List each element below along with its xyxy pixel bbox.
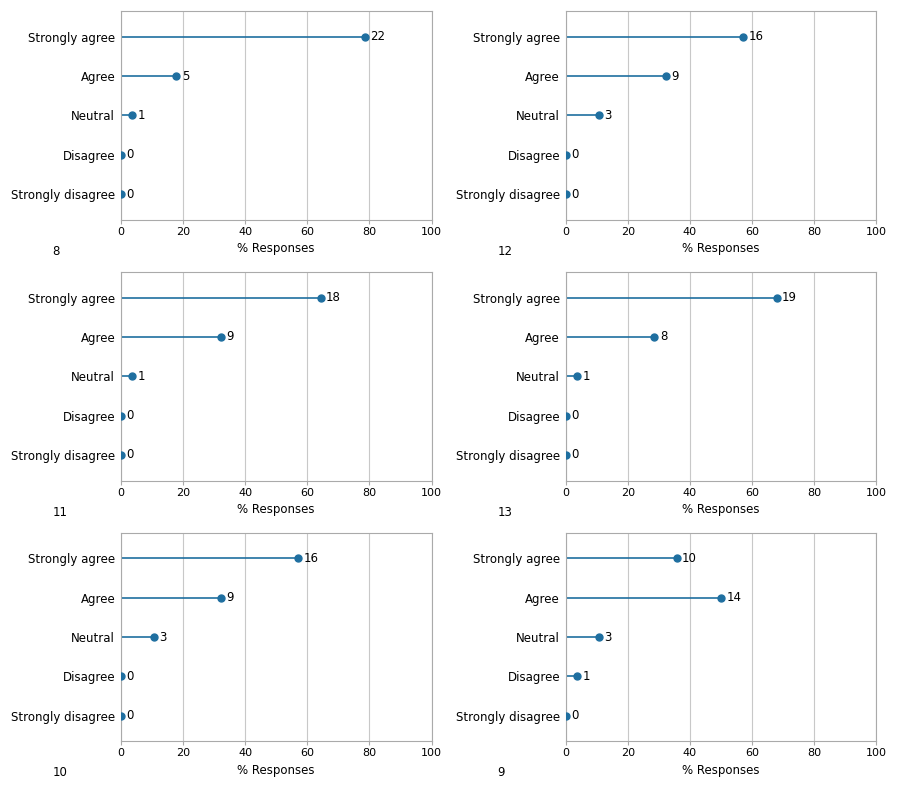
- Text: 1: 1: [582, 370, 590, 383]
- Text: 0: 0: [127, 448, 134, 462]
- X-axis label: % Responses: % Responses: [682, 764, 760, 777]
- X-axis label: % Responses: % Responses: [682, 242, 760, 255]
- Text: 0: 0: [571, 709, 578, 723]
- Text: 12: 12: [497, 245, 512, 258]
- Text: 16: 16: [749, 30, 764, 43]
- Text: 10: 10: [52, 767, 67, 779]
- Text: 0: 0: [127, 148, 134, 162]
- X-axis label: % Responses: % Responses: [237, 242, 315, 255]
- Text: 9: 9: [226, 591, 233, 604]
- Text: 0: 0: [127, 409, 134, 422]
- Text: 8: 8: [52, 245, 60, 258]
- Text: 10: 10: [682, 552, 697, 565]
- Text: 1: 1: [582, 670, 590, 683]
- Text: 0: 0: [571, 188, 578, 201]
- Text: 11: 11: [52, 506, 67, 519]
- Text: 9: 9: [226, 330, 233, 344]
- Text: 0: 0: [127, 188, 134, 201]
- Text: 0: 0: [571, 448, 578, 462]
- Text: 19: 19: [782, 291, 797, 304]
- Text: 8: 8: [660, 330, 667, 344]
- Text: 22: 22: [371, 30, 385, 43]
- Text: 9: 9: [497, 767, 505, 779]
- Text: 14: 14: [726, 591, 742, 604]
- X-axis label: % Responses: % Responses: [237, 764, 315, 777]
- Text: 16: 16: [304, 552, 319, 565]
- Text: 1: 1: [137, 370, 145, 383]
- Text: 0: 0: [127, 670, 134, 683]
- Text: 1: 1: [137, 109, 145, 122]
- Text: 18: 18: [326, 291, 341, 304]
- Text: 5: 5: [181, 69, 189, 83]
- Text: 3: 3: [604, 630, 612, 644]
- Text: 9: 9: [671, 69, 679, 83]
- X-axis label: % Responses: % Responses: [237, 503, 315, 516]
- Text: 0: 0: [571, 148, 578, 162]
- Text: 3: 3: [160, 630, 167, 644]
- Text: 0: 0: [127, 709, 134, 723]
- X-axis label: % Responses: % Responses: [682, 503, 760, 516]
- Text: 13: 13: [497, 506, 512, 519]
- Text: 3: 3: [604, 109, 612, 122]
- Text: 0: 0: [571, 409, 578, 422]
